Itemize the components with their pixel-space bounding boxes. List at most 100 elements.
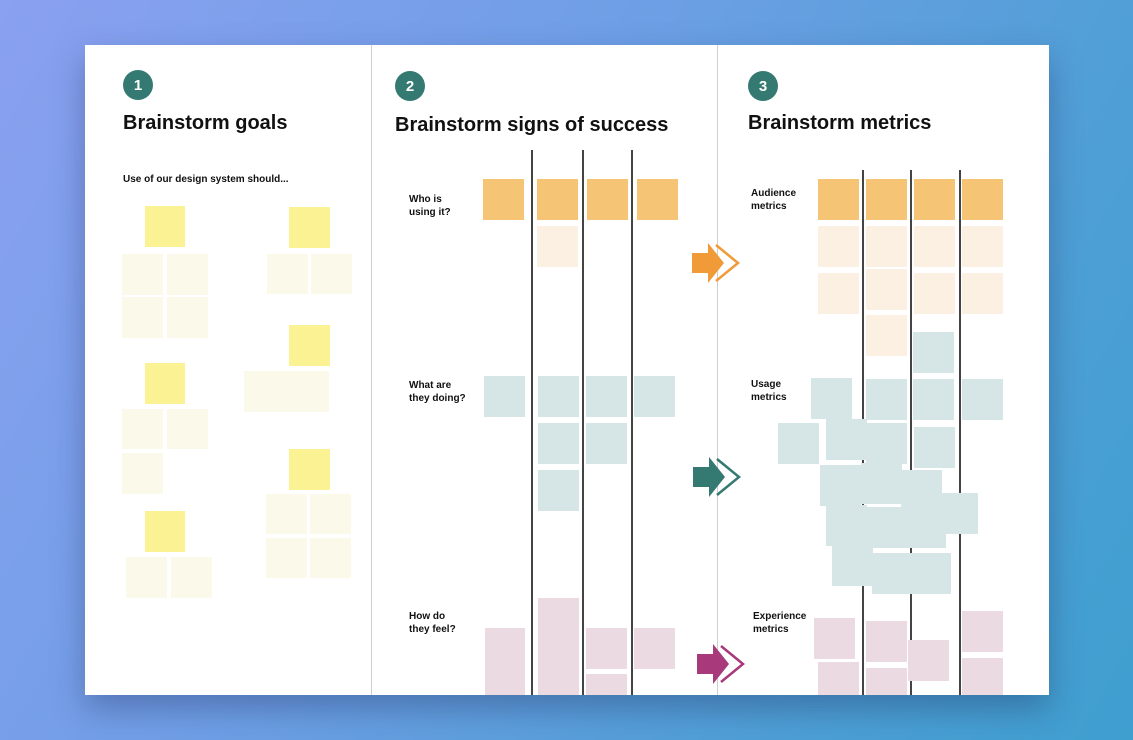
sticky-note[interactable]: [145, 206, 185, 247]
whiteboard: 1 Brainstorm goals Use of our design sys…: [85, 45, 1049, 695]
sticky-note[interactable]: [866, 423, 907, 464]
sticky-note[interactable]: [826, 419, 867, 460]
row-label-how: How do they feel?: [409, 611, 456, 635]
sticky-note[interactable]: [122, 453, 163, 494]
sticky-note[interactable]: [586, 423, 627, 464]
sticky-note[interactable]: [913, 332, 954, 373]
step-badge-1: 1: [123, 70, 153, 100]
sticky-note[interactable]: [310, 538, 351, 578]
sticky-note[interactable]: [537, 179, 578, 220]
sticky-note[interactable]: [913, 379, 954, 420]
sticky-note[interactable]: [872, 553, 913, 594]
sticky-note[interactable]: [122, 297, 163, 338]
sticky-note[interactable]: [962, 273, 1003, 314]
sticky-note[interactable]: [962, 179, 1003, 220]
sticky-note[interactable]: [962, 226, 1003, 267]
sticky-note[interactable]: [814, 618, 855, 659]
sticky-note[interactable]: [818, 226, 859, 267]
sticky-note[interactable]: [914, 273, 955, 314]
sticky-note[interactable]: [537, 226, 578, 267]
sticky-note[interactable]: [866, 179, 907, 220]
sticky-note[interactable]: [818, 662, 859, 695]
sticky-note[interactable]: [914, 179, 955, 220]
sticky-note[interactable]: [289, 325, 330, 366]
sticky-note[interactable]: [914, 226, 955, 267]
lane-line: [531, 150, 533, 695]
arrow-usage-icon: [693, 457, 741, 497]
sticky-note[interactable]: [266, 494, 307, 534]
sticky-note[interactable]: [962, 611, 1003, 652]
sticky-note[interactable]: [538, 423, 579, 464]
sticky-note[interactable]: [634, 628, 675, 669]
row-label-usage: Usage metrics: [751, 379, 787, 403]
sticky-note[interactable]: [167, 297, 208, 338]
sticky-note[interactable]: [267, 254, 308, 294]
sticky-note[interactable]: [811, 378, 852, 419]
lane-line: [910, 170, 912, 695]
column-title-signs-of-success: Brainstorm signs of success: [395, 114, 669, 136]
sticky-note[interactable]: [289, 207, 330, 248]
step-badge-3: 3: [748, 71, 778, 101]
sticky-note[interactable]: [962, 658, 1003, 695]
step-badge-2: 2: [395, 71, 425, 101]
sticky-note[interactable]: [145, 363, 185, 404]
sticky-note[interactable]: [826, 505, 867, 546]
sticky-note[interactable]: [901, 470, 942, 511]
sticky-note[interactable]: [587, 179, 628, 220]
sticky-note[interactable]: [289, 449, 330, 490]
sticky-note[interactable]: [145, 511, 185, 552]
sticky-note[interactable]: [820, 465, 861, 506]
sticky-note[interactable]: [861, 463, 902, 504]
sticky-note[interactable]: [122, 409, 163, 449]
sticky-note[interactable]: [866, 269, 907, 310]
sticky-note[interactable]: [637, 179, 678, 220]
sticky-note[interactable]: [311, 254, 352, 294]
sticky-note[interactable]: [866, 621, 907, 662]
sticky-note[interactable]: [865, 507, 906, 548]
sticky-note[interactable]: [914, 427, 955, 468]
row-label-experience: Experience metrics: [753, 611, 807, 635]
sticky-note[interactable]: [310, 494, 351, 534]
column-title-goals: Brainstorm goals: [123, 112, 288, 134]
column-divider: [371, 45, 372, 695]
sticky-note[interactable]: [483, 179, 524, 220]
sticky-note[interactable]: [126, 557, 167, 598]
column-title-metrics: Brainstorm metrics: [748, 112, 932, 134]
sticky-note[interactable]: [538, 470, 579, 511]
sticky-note[interactable]: [171, 557, 212, 598]
sticky-note[interactable]: [167, 254, 208, 295]
sticky-note[interactable]: [818, 179, 859, 220]
sticky-note[interactable]: [866, 379, 907, 420]
arrow-audience-icon: [692, 243, 740, 283]
sticky-note[interactable]: [866, 226, 907, 267]
sticky-note[interactable]: [908, 640, 949, 681]
sticky-note[interactable]: [538, 598, 579, 695]
sticky-note[interactable]: [832, 545, 873, 586]
sticky-note[interactable]: [485, 628, 525, 695]
sticky-note[interactable]: [634, 376, 675, 417]
sticky-note[interactable]: [484, 376, 525, 417]
sticky-note[interactable]: [586, 628, 627, 669]
sticky-note[interactable]: [866, 668, 907, 695]
sticky-note[interactable]: [818, 273, 859, 314]
arrow-fill: [693, 457, 725, 497]
arrow-chevron: [716, 458, 741, 496]
arrow-fill: [692, 243, 724, 283]
sticky-note[interactable]: [586, 674, 627, 695]
sticky-note[interactable]: [122, 254, 163, 295]
sticky-note[interactable]: [538, 376, 579, 417]
lane-line: [631, 150, 633, 695]
sticky-note[interactable]: [962, 379, 1003, 420]
sticky-note[interactable]: [778, 423, 819, 464]
arrow-experience-icon: [697, 644, 745, 684]
sticky-note[interactable]: [167, 409, 208, 449]
lane-line: [959, 170, 961, 695]
sticky-note[interactable]: [266, 538, 307, 578]
sticky-note[interactable]: [937, 493, 978, 534]
sticky-note[interactable]: [866, 315, 907, 356]
sticky-note[interactable]: [586, 376, 627, 417]
goals-prompt: Use of our design system should...: [123, 174, 289, 185]
sticky-note[interactable]: [910, 553, 951, 594]
lane-line: [582, 150, 584, 695]
sticky-note[interactable]: [244, 371, 329, 412]
